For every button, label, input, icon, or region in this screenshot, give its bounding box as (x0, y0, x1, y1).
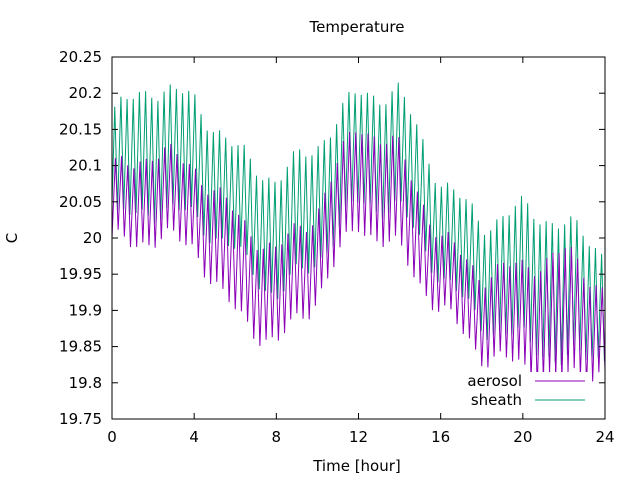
x-tick-label: 4 (189, 428, 199, 446)
ticks-layer: 0 4 8 12 16 20 24 19.75 19.8 19.85 19.9 19.95 20 20.0… (59, 48, 615, 446)
x-tick-label: 12 (349, 428, 368, 446)
chart-title: Temperature (308, 18, 404, 36)
y-tick-label: 20.05 (59, 193, 102, 211)
y-tick-label: 20.2 (69, 84, 102, 102)
series-line-sheath (111, 82, 606, 366)
x-tick-label: 24 (595, 428, 614, 446)
legend-label: sheath (471, 391, 522, 409)
legend-background (458, 372, 588, 390)
series-line-aerosol (111, 131, 606, 388)
y-tick-label: 19.8 (69, 374, 102, 392)
y-axis-label: C (3, 233, 21, 243)
y-tick-label: 19.75 (59, 410, 102, 428)
y-tick-label: 20 (83, 229, 102, 247)
y-tick-label: 20.25 (59, 48, 102, 66)
x-tick-label: 20 (513, 428, 532, 446)
x-tick-label: 8 (272, 428, 282, 446)
x-axis-label: Time [hour] (312, 457, 401, 475)
legend-background (458, 391, 588, 409)
y-tick-label: 19.95 (59, 265, 102, 283)
legend-label: aerosol (467, 372, 522, 390)
series-layer (111, 82, 606, 388)
x-tick-label: 0 (107, 428, 117, 446)
y-tick-label: 20.15 (59, 120, 102, 138)
y-tick-label: 19.9 (69, 301, 102, 319)
y-tick-label: 20.1 (69, 157, 102, 175)
x-tick-label: 16 (431, 428, 450, 446)
y-tick-label: 19.85 (59, 338, 102, 356)
